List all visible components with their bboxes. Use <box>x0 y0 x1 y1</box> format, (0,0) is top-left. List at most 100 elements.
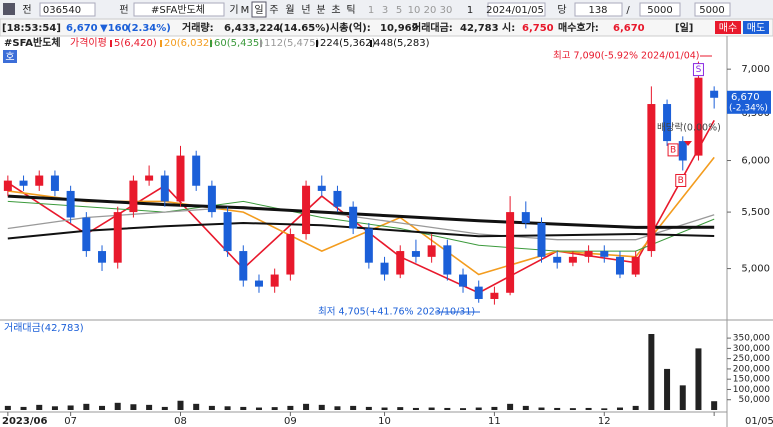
legend-entry: 224(5,362) <box>320 38 376 49</box>
candle-body <box>568 256 577 263</box>
toolbar-item[interactable]: 138 <box>588 5 607 16</box>
candle-body <box>66 190 75 218</box>
volume-bar <box>208 405 215 410</box>
high-annotation: 최고 7,090(-5.92% 2024/01/04) <box>553 51 700 62</box>
toolbar-item[interactable]: 일 <box>254 4 263 16</box>
input-box <box>574 2 623 17</box>
candle-body <box>584 251 593 257</box>
volume-bar <box>616 407 623 410</box>
toolbar-item[interactable]: 3 <box>382 5 388 16</box>
y-tick-label: 300,000 <box>733 344 770 354</box>
y-tick-label: 350,000 <box>733 334 770 344</box>
toolbar-item[interactable]: 1 <box>467 5 473 16</box>
volume-bar <box>711 401 718 410</box>
candle-body <box>615 256 624 275</box>
toolbar-item[interactable]: 5 <box>396 5 402 16</box>
candle-body <box>694 77 703 156</box>
ma-line <box>7 221 715 240</box>
info-change: ▼160 <box>100 23 129 34</box>
selected-tab <box>251 1 267 18</box>
candle-body <box>207 185 216 213</box>
legend-swatch <box>260 40 262 47</box>
volume-bar <box>255 407 262 410</box>
dividend-label: 배당락(0.00%) <box>657 122 721 134</box>
y-tick-label: 100,000 <box>733 385 770 395</box>
toolbar-item[interactable]: 초 <box>331 4 340 16</box>
toolbar-item[interactable]: M <box>241 5 250 16</box>
volume-bar <box>491 406 498 410</box>
sell-button[interactable] <box>743 21 769 34</box>
ma-line <box>7 200 715 252</box>
menu-icon[interactable] <box>3 3 15 15</box>
toolbar-item[interactable]: 펀 <box>119 4 128 16</box>
toolbar-item[interactable]: 당 <box>557 4 566 16</box>
volume-bar <box>569 408 576 410</box>
volume-bar <box>20 406 27 410</box>
sell-text: 매도 <box>747 22 765 34</box>
info-volume-pct: (14.65%) <box>279 23 330 34</box>
candle-body <box>3 180 12 191</box>
info-bg <box>0 18 773 37</box>
toolbar-item[interactable]: 월 <box>285 4 294 16</box>
volume-bar <box>507 403 514 410</box>
toolbar-item[interactable]: 30 <box>440 5 453 16</box>
toolbar-item[interactable]: 년 <box>301 4 310 16</box>
input-box <box>39 2 96 17</box>
legend-swatch <box>110 40 112 47</box>
x-tick-label: 08 <box>174 416 187 427</box>
candle-body <box>663 104 672 142</box>
candle-body <box>113 212 122 263</box>
info-amount: 42,783 <box>460 23 499 34</box>
y-tick-label: 6,000 <box>741 156 770 167</box>
candle-body <box>631 256 640 275</box>
toolbar-item[interactable]: 20 <box>424 5 437 16</box>
toolbar-item[interactable]: 5000 <box>699 5 724 16</box>
buy-button[interactable] <box>715 21 741 34</box>
candle-body <box>317 185 326 191</box>
tag-text: 호 <box>5 51 14 63</box>
candle-body <box>678 141 687 161</box>
toolbar-item[interactable]: 전 <box>22 4 31 16</box>
candle-body <box>396 251 405 275</box>
y-tick-label: 50,000 <box>739 395 771 405</box>
volume-bar <box>130 404 137 410</box>
toolbar-item[interactable]: 기 <box>229 4 238 16</box>
toolbar-item[interactable]: 분 <box>316 4 325 16</box>
volume-bar <box>271 407 278 410</box>
toolbar-item[interactable]: 주 <box>269 5 278 16</box>
tag-button[interactable] <box>3 50 17 63</box>
ma-line <box>7 206 715 241</box>
legend-entry: 60(5,435) <box>214 38 263 49</box>
candle-body <box>647 104 656 252</box>
volume-bar <box>381 407 388 410</box>
volume-bar <box>83 403 90 410</box>
volume-bar <box>444 407 451 410</box>
toolbar-item[interactable]: 2024/01/05 <box>486 5 544 16</box>
y-tick-label: 5,000 <box>741 264 770 275</box>
badge: B <box>670 145 676 155</box>
toolbar-item[interactable]: 5000 <box>647 5 672 16</box>
volume-bar <box>538 407 545 410</box>
y-tick-label: 150,000 <box>733 375 770 385</box>
ma-line <box>7 194 715 229</box>
toolbar-item[interactable]: 1 <box>368 5 374 16</box>
volume-bar <box>224 406 231 410</box>
toolbar-item[interactable]: #SFA반도체 <box>151 4 205 16</box>
volume-bar <box>99 405 106 410</box>
toolbar-item[interactable]: / <box>626 5 630 16</box>
candle-body <box>600 251 609 257</box>
toolbar-item[interactable]: 틱 <box>346 4 355 16</box>
info-volume: 6,433,224 <box>224 23 280 34</box>
candle-body <box>19 180 28 186</box>
legend-entry: 448(5,283) <box>374 38 430 49</box>
toolbar-item[interactable]: 10 <box>408 5 421 16</box>
candle-body <box>35 175 44 186</box>
candle-body <box>50 175 59 191</box>
toolbar-item[interactable]: 036540 <box>43 5 81 16</box>
badge: S <box>696 65 702 75</box>
x-tick-label: 12 <box>598 416 611 427</box>
volume-bar <box>334 406 341 410</box>
candle-body <box>239 251 248 281</box>
info-amount-label: 거래대금: <box>412 21 453 34</box>
